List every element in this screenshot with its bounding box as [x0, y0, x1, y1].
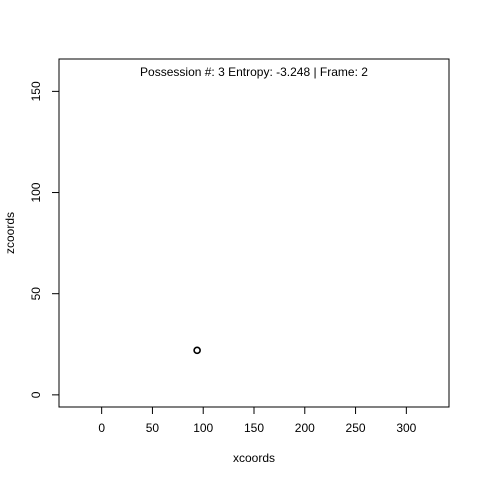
chart-annotation: Possession #: 3 Entropy: -3.248 | Frame:…	[140, 65, 368, 79]
x-tick-label: 300	[396, 421, 416, 435]
x-tick-label: 150	[244, 421, 264, 435]
x-axis: 0 50 100 150 200 250 300	[98, 406, 417, 435]
y-tick-label: 100	[29, 182, 43, 202]
y-tick-label: 50	[29, 287, 43, 301]
x-tick-label: 200	[295, 421, 315, 435]
x-tick-label: 50	[146, 421, 160, 435]
x-axis-label: xcoords	[233, 451, 275, 465]
x-tick-label: 0	[98, 421, 105, 435]
x-tick-label: 250	[346, 421, 366, 435]
data-point	[193, 346, 201, 355]
y-axis: 0 50 100 150	[29, 81, 60, 398]
y-tick-label: 150	[29, 81, 43, 101]
x-tick-label: 100	[193, 421, 213, 435]
data-points	[193, 346, 201, 355]
y-axis-label: zcoords	[3, 212, 17, 254]
y-tick-label: 0	[29, 391, 43, 398]
